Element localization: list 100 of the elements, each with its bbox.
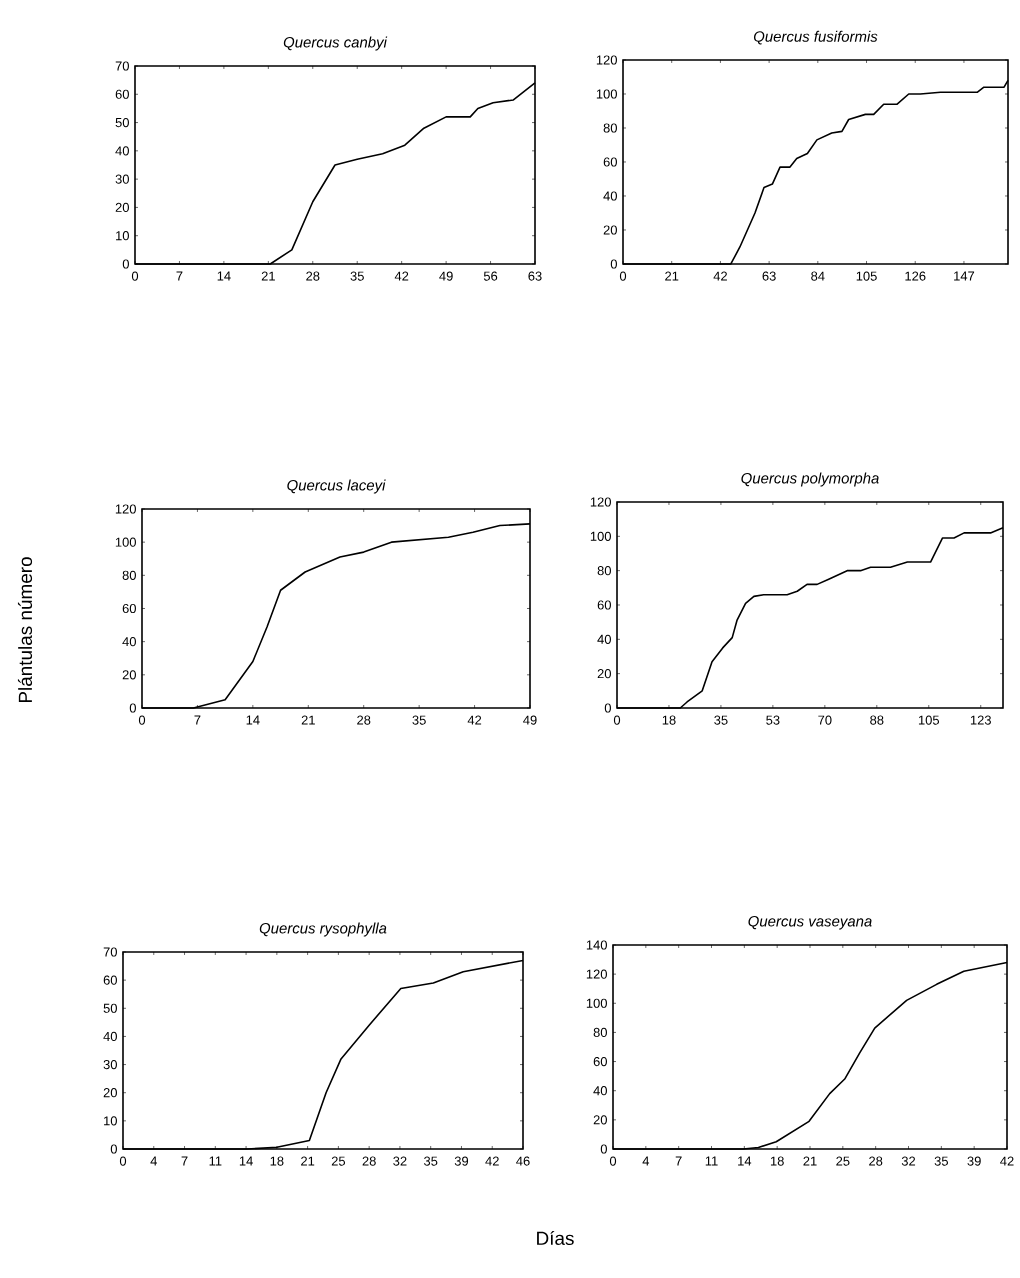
x-tick-label: 35 — [412, 715, 426, 725]
y-tick-label: 100 — [115, 537, 136, 547]
x-tick-label: 7 — [675, 1156, 682, 1166]
x-tick-label: 42 — [485, 1156, 499, 1166]
x-tick-label: 21 — [261, 271, 275, 281]
x-tick-label: 63 — [762, 271, 776, 281]
y-tick-label: 0 — [600, 1144, 607, 1154]
chart-title: Quercus canbyi — [283, 36, 388, 51]
x-tick-label: 14 — [738, 1156, 752, 1166]
chart-title: Quercus fusiformis — [753, 30, 878, 45]
x-tick-label: 4 — [642, 1156, 650, 1166]
y-tick-label: 0 — [122, 259, 129, 269]
x-tick-label: 11 — [209, 1156, 222, 1166]
y-tick-label: 120 — [115, 504, 136, 514]
x-tick-label: 32 — [901, 1156, 916, 1166]
x-tick-label: 42 — [1000, 1156, 1014, 1166]
y-tick-label: 10 — [116, 231, 129, 241]
x-tick-label: 63 — [528, 271, 542, 281]
y-tick-label: 40 — [593, 1086, 607, 1096]
y-tick-label: 80 — [122, 570, 136, 580]
x-tick-label: 28 — [357, 715, 371, 725]
y-tick-label: 80 — [593, 1027, 607, 1037]
y-tick-label: 40 — [115, 146, 129, 156]
x-tick-label: 0 — [619, 271, 627, 281]
x-tick-label: 35 — [934, 1156, 948, 1166]
x-tick-label: 0 — [138, 715, 146, 725]
y-tick-label: 100 — [586, 998, 607, 1008]
x-tick-label: 7 — [181, 1156, 188, 1166]
y-tick-label: 60 — [103, 975, 117, 985]
x-tick-label: 123 — [970, 715, 991, 725]
x-tick-label: 39 — [967, 1156, 981, 1166]
chart-title: Quercus rysophylla — [259, 922, 387, 937]
x-tick-label: 28 — [306, 271, 320, 281]
y-tick-label: 140 — [586, 940, 607, 950]
x-tick-label: 25 — [331, 1156, 346, 1166]
y-tick-label: 0 — [129, 703, 136, 713]
chart-title: Quercus laceyi — [287, 479, 386, 494]
y-tick-label: 20 — [597, 669, 611, 679]
y-axis-title: Plántulas número — [17, 557, 33, 703]
x-tick-label: 53 — [766, 715, 780, 725]
x-tick-label: 126 — [905, 271, 926, 281]
y-tick-label: 10 — [104, 1116, 117, 1126]
x-tick-label: 21 — [665, 271, 679, 281]
y-tick-label: 20 — [115, 202, 129, 212]
y-tick-label: 60 — [597, 600, 611, 610]
y-tick-label: 0 — [110, 1144, 117, 1154]
x-tick-label: 32 — [393, 1156, 407, 1166]
y-tick-label: 100 — [590, 531, 611, 541]
x-tick-label: 39 — [454, 1156, 469, 1166]
x-tick-label: 4 — [150, 1156, 157, 1166]
y-tick-label: 60 — [603, 157, 617, 167]
x-tick-label: 11 — [705, 1156, 718, 1166]
x-tick-label: 14 — [239, 1156, 253, 1166]
y-tick-label: 20 — [122, 670, 136, 680]
x-tick-label: 105 — [918, 715, 940, 725]
x-tick-label: 70 — [818, 715, 832, 725]
x-tick-label: 147 — [954, 271, 975, 281]
y-tick-label: 80 — [603, 123, 617, 133]
y-tick-label: 70 — [103, 947, 117, 957]
y-tick-label: 0 — [610, 259, 617, 269]
y-tick-label: 60 — [115, 89, 129, 99]
x-tick-label: 25 — [836, 1156, 850, 1166]
x-tick-label: 18 — [662, 715, 676, 725]
x-tick-label: 28 — [362, 1156, 376, 1166]
y-tick-label: 20 — [593, 1115, 607, 1125]
x-tick-label: 7 — [194, 715, 201, 725]
x-tick-label: 46 — [516, 1156, 530, 1166]
y-tick-label: 60 — [593, 1056, 607, 1067]
x-axis-title: Días — [537, 1230, 574, 1246]
x-tick-label: 88 — [870, 715, 884, 725]
x-tick-label: 35 — [714, 715, 728, 725]
y-tick-label: 40 — [122, 637, 136, 647]
x-tick-label: 28 — [869, 1156, 883, 1166]
x-tick-label: 21 — [803, 1156, 817, 1166]
x-tick-label: 18 — [270, 1156, 284, 1166]
y-tick-label: 100 — [596, 89, 617, 99]
x-tick-label: 42 — [394, 271, 409, 281]
chart-title: Quercus vaseyana — [748, 915, 872, 930]
y-tick-label: 40 — [603, 191, 617, 201]
y-tick-label: 70 — [115, 61, 129, 71]
y-tick-label: 60 — [122, 603, 136, 614]
y-tick-label: 30 — [115, 174, 129, 184]
y-tick-label: 40 — [597, 634, 611, 644]
y-tick-label: 80 — [597, 566, 611, 576]
x-tick-label: 42 — [713, 271, 727, 281]
y-tick-label: 50 — [115, 117, 129, 128]
x-tick-label: 18 — [770, 1156, 784, 1166]
x-tick-label: 105 — [856, 271, 877, 281]
x-tick-label: 84 — [811, 271, 825, 281]
y-tick-label: 20 — [603, 225, 617, 235]
y-tick-label: 50 — [103, 1003, 117, 1013]
x-tick-label: 56 — [483, 271, 498, 281]
chart-title: Quercus polymorpha — [741, 472, 879, 487]
x-tick-label: 49 — [439, 271, 453, 281]
y-tick-label: 120 — [596, 55, 617, 65]
x-tick-label: 35 — [350, 271, 364, 281]
y-tick-label: 120 — [586, 969, 607, 979]
x-tick-label: 14 — [246, 715, 260, 725]
x-tick-label: 21 — [301, 715, 315, 725]
x-tick-label: 49 — [523, 715, 537, 725]
